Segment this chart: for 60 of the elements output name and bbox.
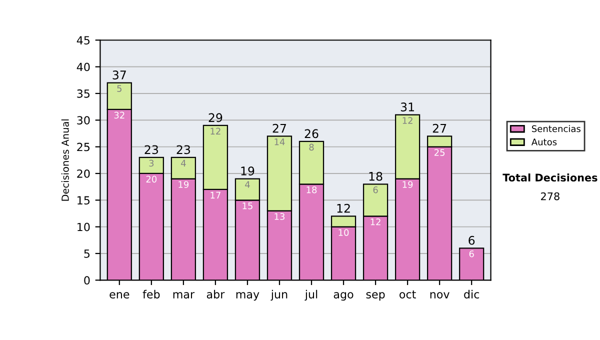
x-tick-label: mar xyxy=(173,292,195,298)
data-label: 12 xyxy=(370,218,380,226)
x-tick-label: jun xyxy=(270,290,288,301)
data-label: 13 xyxy=(274,213,285,220)
data-label: 17 xyxy=(210,192,220,198)
total-label: 6 xyxy=(468,236,475,245)
x-tick-label: abr xyxy=(206,290,225,298)
x-tick-label: ago xyxy=(334,292,354,301)
text: Total Decisiones xyxy=(502,173,598,182)
y-tick-label: 35 xyxy=(77,89,90,98)
legend-label: Autos xyxy=(531,138,557,146)
total-label: 31 xyxy=(400,102,414,112)
y-tick-label: 5 xyxy=(84,250,90,258)
y-tick-label: 10 xyxy=(78,222,90,232)
legend-label: Sentencias xyxy=(532,125,580,132)
data-label: 4 xyxy=(181,160,186,166)
x-tick-label: may xyxy=(236,292,260,301)
x-tick-label: jul xyxy=(304,290,318,301)
data-label: 32 xyxy=(114,112,124,119)
data-label: 10 xyxy=(338,229,349,236)
data-label: 6 xyxy=(469,250,474,258)
total-label: 26 xyxy=(304,129,318,138)
total-label: 18 xyxy=(369,172,382,181)
total-label: 23 xyxy=(144,145,158,154)
data-label: 15 xyxy=(242,202,252,210)
y-tick-label: 25 xyxy=(77,142,90,152)
data-label: 20 xyxy=(146,176,157,183)
data-label: 6 xyxy=(373,186,378,194)
total-label: 19 xyxy=(241,166,254,176)
data-label: 19 xyxy=(178,181,189,188)
data-label: 4 xyxy=(245,181,250,188)
x-tick-label: nov xyxy=(430,292,450,298)
data-label: 5 xyxy=(117,85,122,92)
y-tick-label: 15 xyxy=(78,196,90,205)
y-tick-label: 30 xyxy=(77,116,90,125)
x-tick-label: ene xyxy=(110,292,130,298)
y-tick-label: 45 xyxy=(76,36,90,44)
total-label: 23 xyxy=(176,145,190,154)
x-tick-label: sep xyxy=(366,292,385,301)
total-label: 27 xyxy=(432,124,446,133)
data-label: 19 xyxy=(402,181,413,188)
y-tick-label: 20 xyxy=(77,169,90,178)
data-label: 14 xyxy=(274,138,285,146)
data-label: 3 xyxy=(149,160,154,167)
x-tick-label: dic xyxy=(464,290,480,298)
x-tick-label: oct xyxy=(400,290,416,298)
total-label: 37 xyxy=(112,70,126,80)
data-label: 12 xyxy=(210,128,220,134)
data-label: 18 xyxy=(306,186,317,194)
data-label: 8 xyxy=(309,144,314,151)
data-label: 12 xyxy=(402,117,412,124)
data-label: 25 xyxy=(434,149,445,156)
y-tick-label: 40 xyxy=(76,62,90,72)
total-label: 29 xyxy=(208,113,222,122)
x-tick-label: feb xyxy=(142,290,160,298)
y-axis-title: Decisiones Anual xyxy=(61,119,69,201)
y-tick-label: 0 xyxy=(84,276,90,285)
total-label: 27 xyxy=(272,124,286,133)
text: 278 xyxy=(541,192,560,200)
total-label: 12 xyxy=(337,204,350,213)
